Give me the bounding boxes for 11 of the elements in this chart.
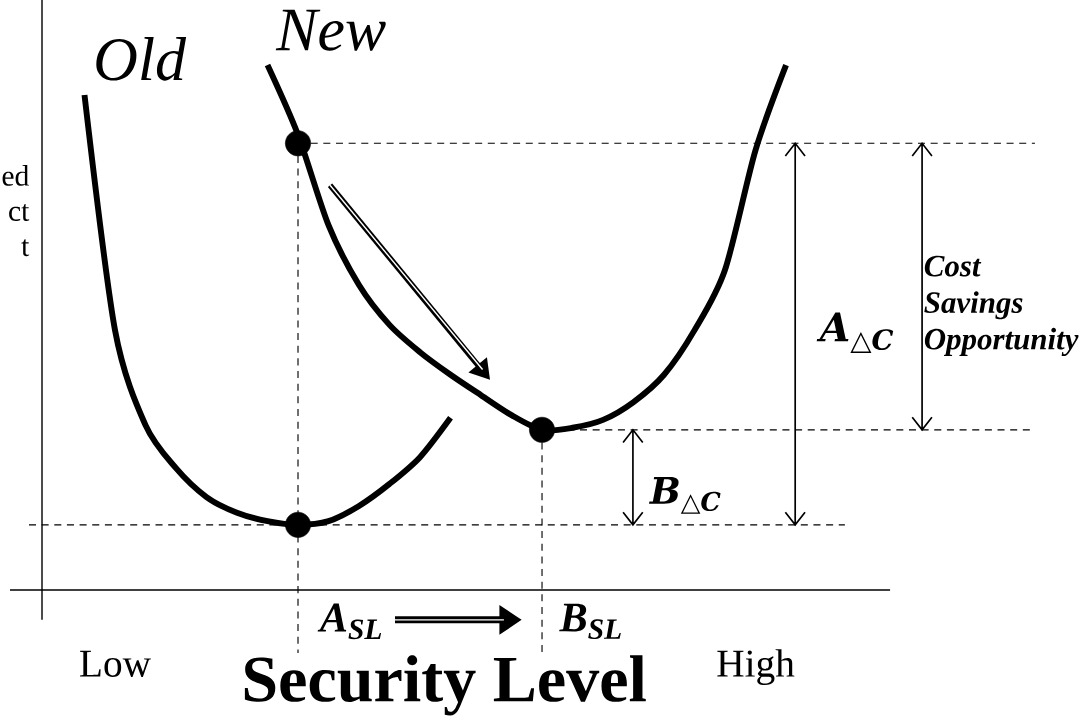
text: B$_{SL}$ [559,603,621,640]
series-label: New [275,9,386,51]
x-tick-label: High [717,649,795,686]
y-axis-title: ed ct t [2,165,30,257]
x-tick-label: Low [80,650,151,677]
x-axis-title: Security Level [244,655,646,716]
series-label: Old [96,37,187,81]
text: Cost Savings Opportunity [924,255,1079,356]
text: A$_{△C}$ [816,312,894,353]
text: A$_{SL}$ [317,603,382,640]
annotation: B$_{△C}$ [649,477,721,514]
